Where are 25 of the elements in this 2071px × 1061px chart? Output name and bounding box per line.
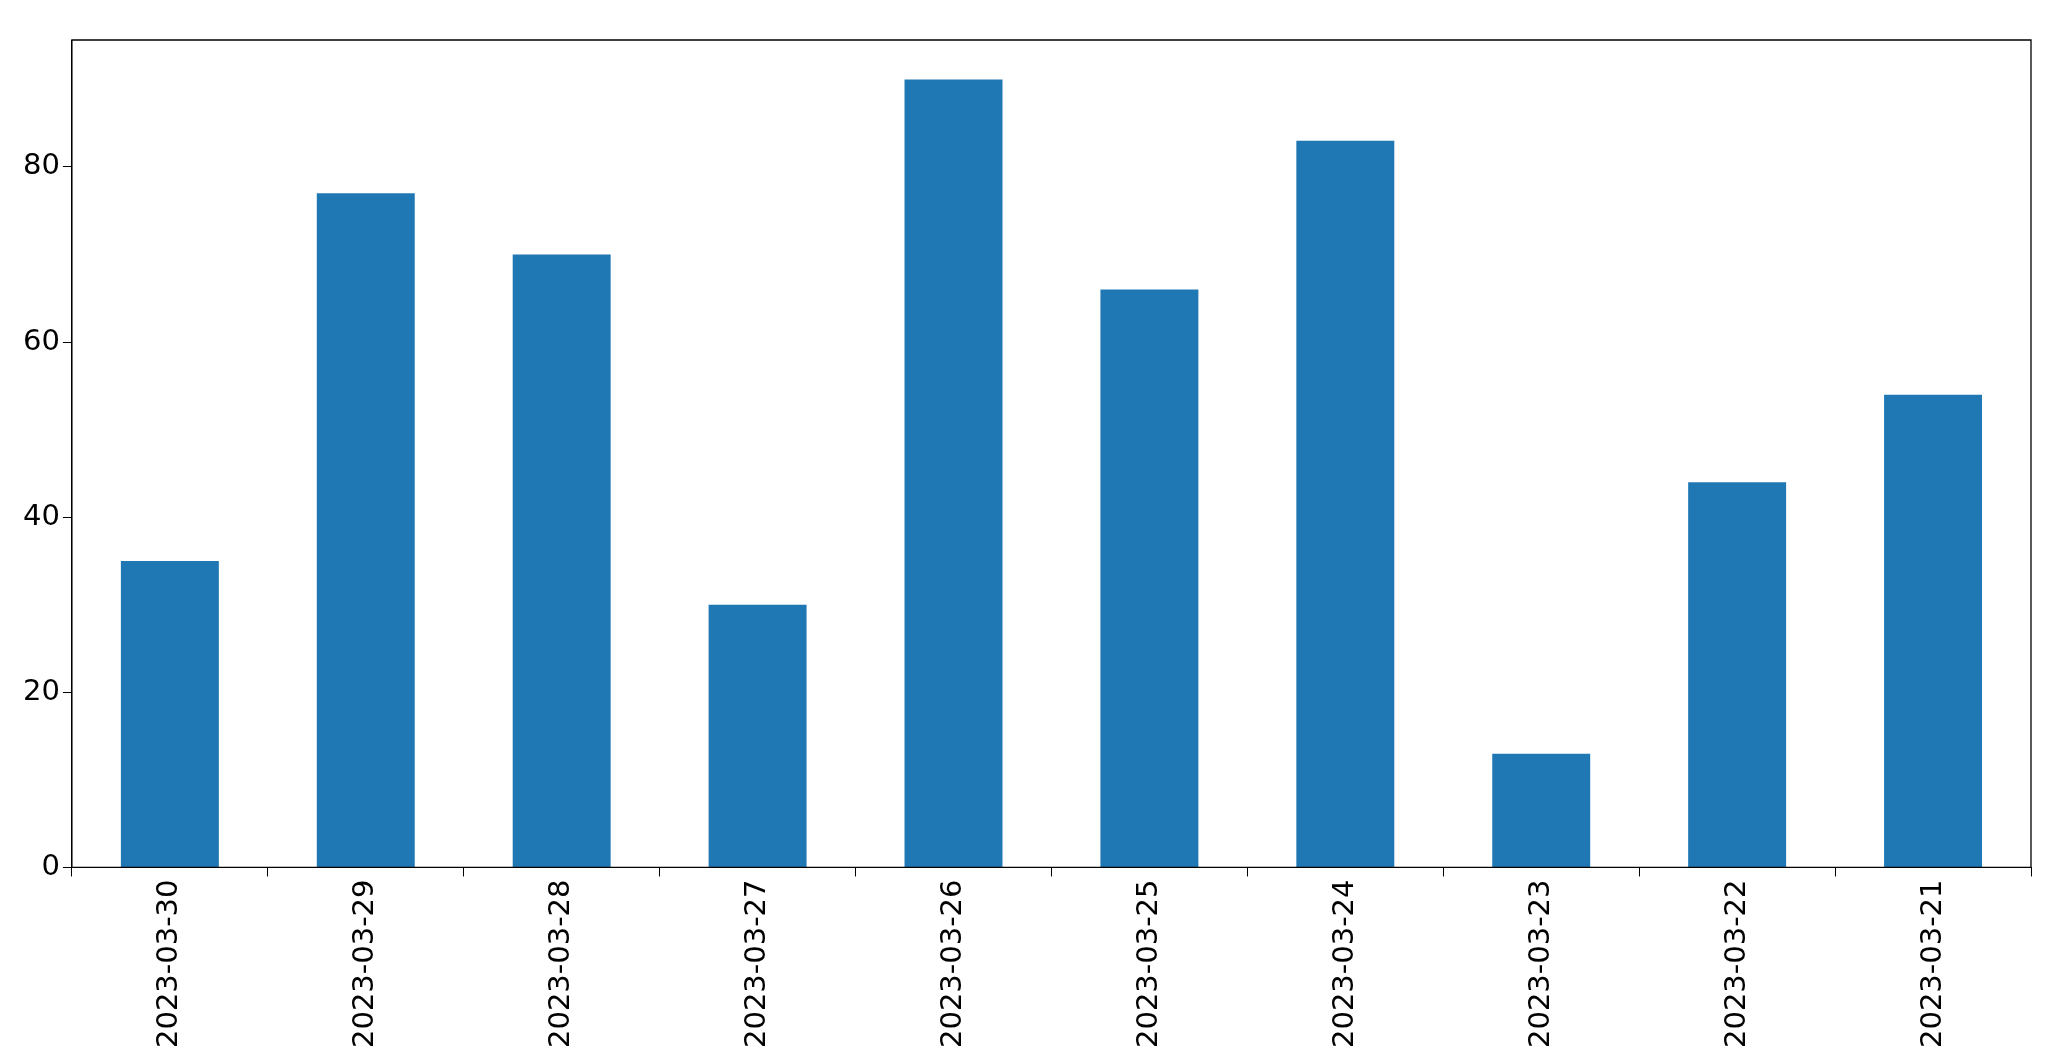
y-tick-label: 60: [23, 322, 60, 357]
bar: [1688, 482, 1787, 867]
x-tick-label: 2023-03-29: [346, 879, 381, 1049]
x-tick-label: 2023-03-28: [542, 879, 577, 1049]
bar: [512, 254, 611, 867]
bar: [904, 79, 1003, 867]
x-tick-label: 2023-03-26: [934, 879, 969, 1049]
x-tick-label: 2023-03-23: [1521, 879, 1556, 1049]
bar: [1492, 753, 1591, 867]
y-tick-label: 80: [23, 147, 60, 182]
x-tick-label: 2023-03-21: [1913, 879, 1948, 1049]
x-tick-label: 2023-03-22: [1717, 879, 1752, 1049]
x-tick-label: 2023-03-25: [1129, 879, 1164, 1049]
y-tick-label: 40: [23, 497, 60, 532]
x-tick-label: 2023-03-24: [1325, 879, 1360, 1049]
bar: [316, 193, 415, 867]
x-tick-label: 2023-03-30: [150, 879, 185, 1049]
bar: [708, 604, 807, 867]
bar: [1296, 140, 1395, 867]
bar: [1884, 394, 1983, 867]
bar: [1100, 289, 1199, 867]
y-tick-label: 20: [23, 672, 60, 707]
bar: [120, 561, 219, 867]
y-tick-label: 0: [41, 848, 60, 882]
x-tick-label: 2023-03-27: [738, 879, 773, 1049]
